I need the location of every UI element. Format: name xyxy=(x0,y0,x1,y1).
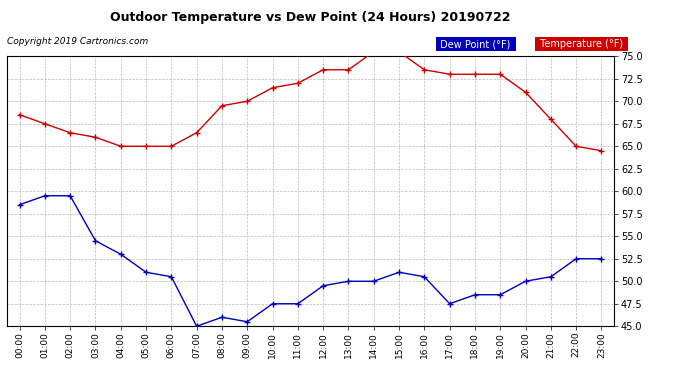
Text: Outdoor Temperature vs Dew Point (24 Hours) 20190722: Outdoor Temperature vs Dew Point (24 Hou… xyxy=(110,11,511,24)
Text: Copyright 2019 Cartronics.com: Copyright 2019 Cartronics.com xyxy=(7,38,148,46)
Text: Dew Point (°F): Dew Point (°F) xyxy=(437,39,514,50)
Text: Temperature (°F): Temperature (°F) xyxy=(537,39,626,50)
